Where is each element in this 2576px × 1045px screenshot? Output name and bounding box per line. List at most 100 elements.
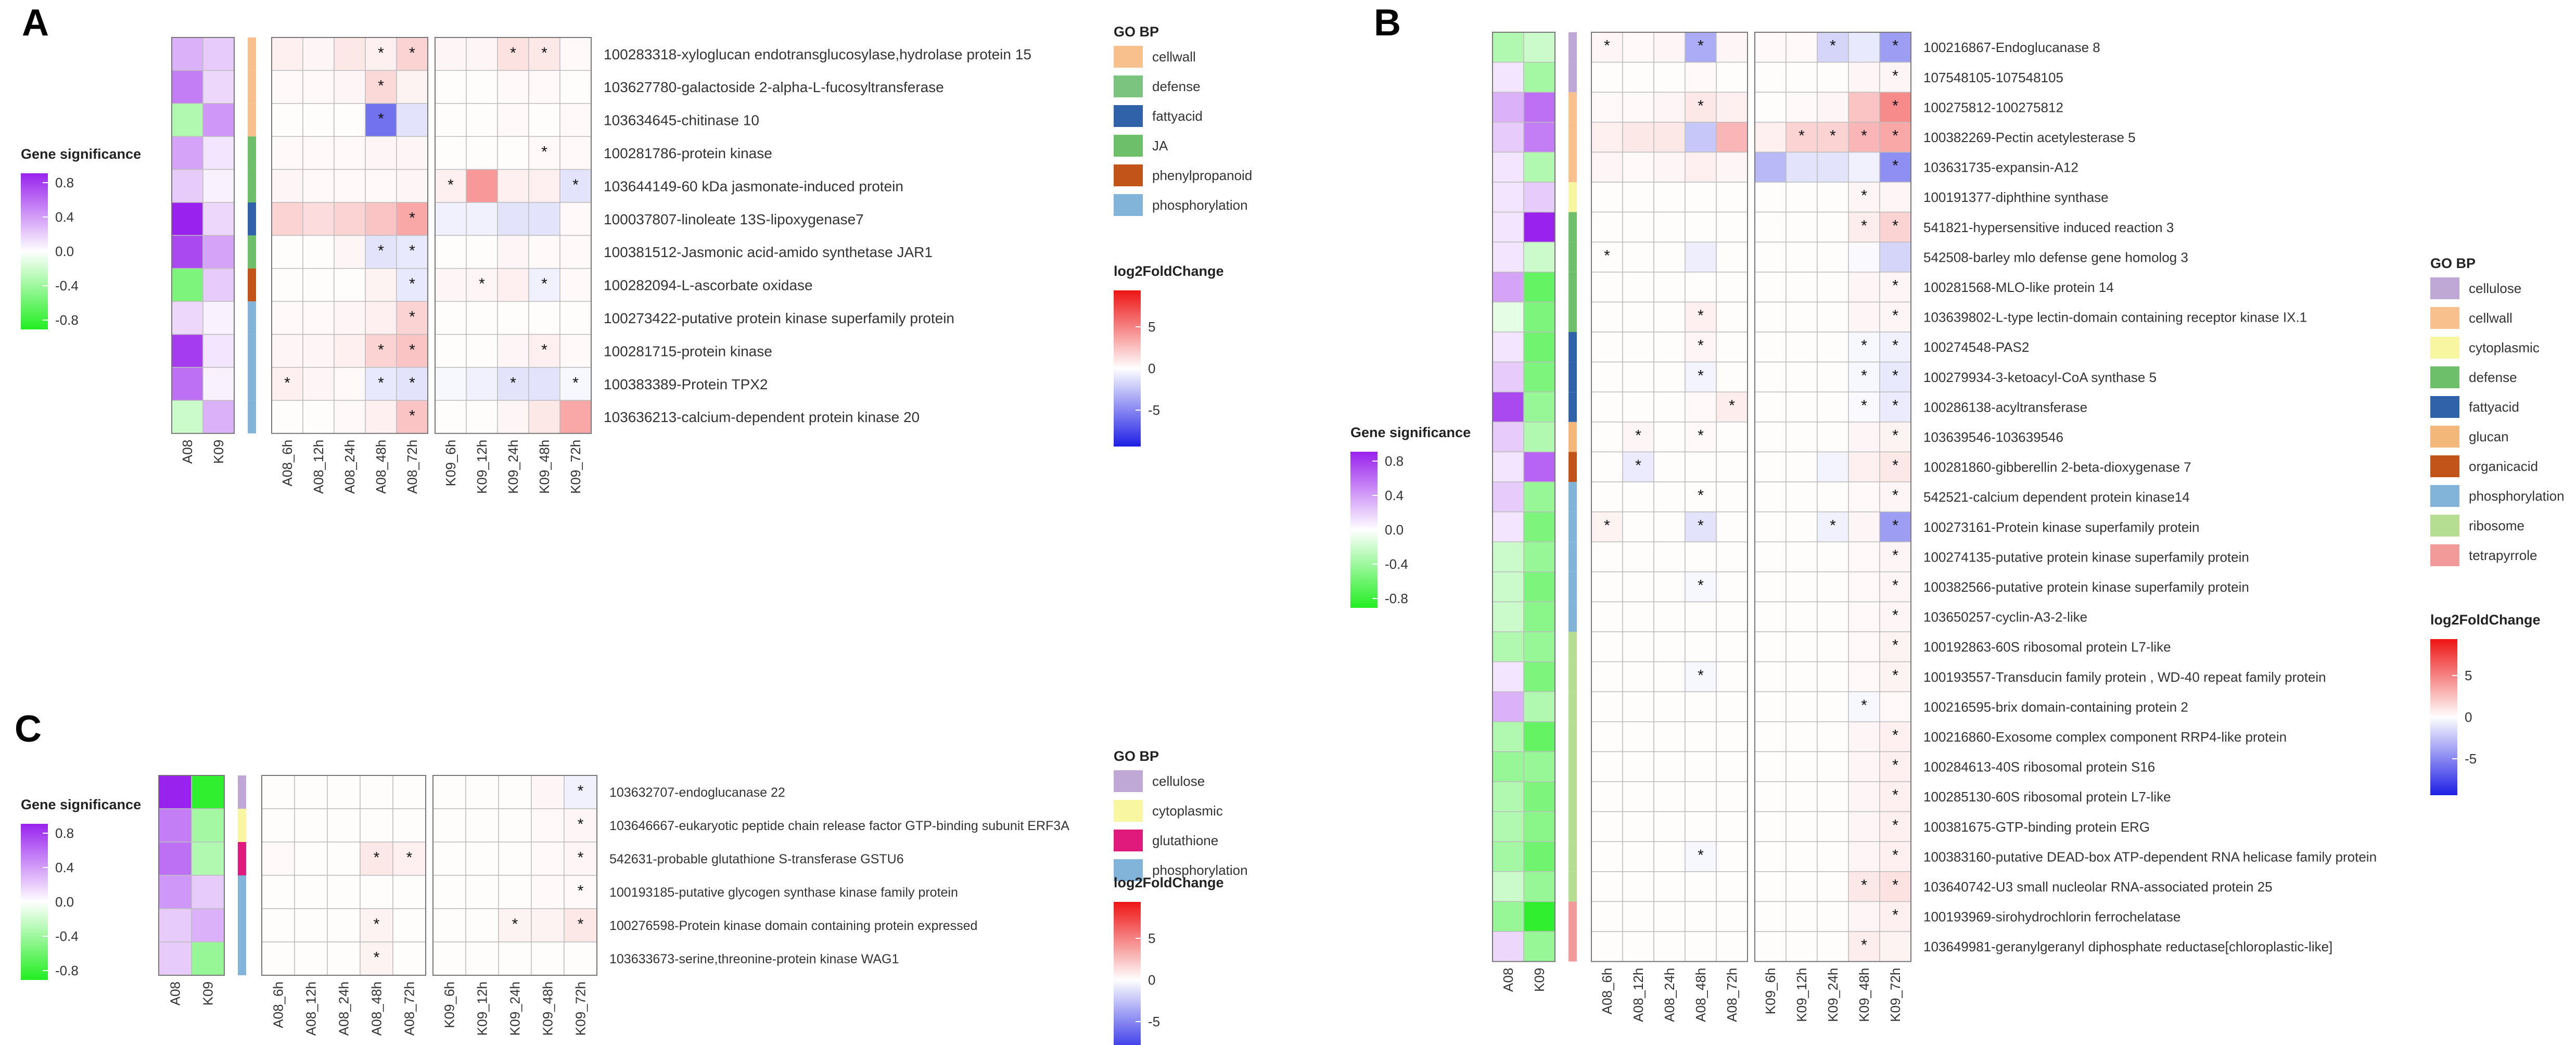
fc-cell	[1591, 781, 1623, 812]
go-legend-swatch	[1114, 859, 1143, 881]
gs-cell	[1492, 721, 1524, 753]
go-strip-cell	[248, 70, 256, 104]
significance-star: *	[1892, 787, 1898, 804]
fc-cell	[365, 301, 397, 335]
fc-cell	[1685, 241, 1717, 273]
gs-tick-label: 0.8	[55, 175, 74, 190]
fc-cell	[466, 169, 498, 203]
fc-cell	[1848, 781, 1880, 812]
column-label: A08_12h	[303, 982, 319, 1036]
fc-cell	[1685, 451, 1717, 482]
go-strip-cell	[1568, 751, 1577, 782]
fc-cell	[271, 37, 303, 71]
fc-cell	[1879, 272, 1911, 303]
fc-cell	[365, 367, 397, 401]
gs-tick-label: 0.4	[55, 860, 74, 875]
fc-cell	[1754, 931, 1787, 962]
fc-cell	[360, 941, 393, 976]
gs-cell	[1492, 32, 1524, 63]
panel-label: B	[1374, 2, 1401, 44]
fc-cell	[559, 235, 592, 269]
fc-cell	[564, 941, 597, 976]
fc-cell	[432, 775, 466, 809]
significance-star: *	[1892, 97, 1898, 114]
fc-cell	[1754, 601, 1787, 632]
row-label: 100281860-gibberellin 2-beta-dioxygenase…	[1923, 460, 2191, 475]
fc-cell	[1622, 182, 1654, 213]
significance-star: *	[1861, 397, 1867, 414]
fc-cell	[1786, 571, 1818, 603]
significance-star: *	[1698, 577, 1704, 594]
fc-cell	[1591, 601, 1623, 632]
fc-cell	[435, 136, 467, 170]
significance-star: *	[1892, 37, 1898, 55]
column-label: K09_48h	[540, 982, 556, 1036]
gs-cell	[1492, 332, 1524, 363]
fc-cell	[465, 875, 499, 909]
fc-cell	[302, 37, 335, 71]
fc-cell	[1653, 391, 1686, 423]
fc-cell	[1716, 61, 1748, 93]
go-legend-label: JA	[1152, 138, 1168, 154]
fc-cell	[498, 808, 532, 843]
fc-cell	[1622, 481, 1654, 513]
fc-cell	[1848, 661, 1880, 692]
fc-cell	[1685, 781, 1717, 812]
significance-star: *	[1698, 427, 1704, 444]
column-label: K09_6h	[443, 440, 458, 487]
row-label: 100037807-linoleate 13S-lipoxygenase7	[604, 211, 864, 227]
go-strip-cell	[248, 301, 256, 335]
fc-cell	[1754, 332, 1787, 363]
fc-cell	[466, 202, 498, 236]
significance-star: *	[578, 849, 584, 866]
fc-cell	[1786, 61, 1818, 93]
column-label: K09_12h	[1794, 968, 1809, 1022]
fc-cell	[1879, 691, 1911, 722]
fc-cell	[1786, 272, 1818, 303]
fc-cell	[466, 235, 498, 269]
fc-cell	[1716, 301, 1748, 333]
fc-cell	[271, 103, 303, 137]
go-strip-cell	[238, 809, 246, 842]
fc-cell	[1817, 781, 1849, 812]
fc-cell	[559, 136, 592, 170]
fc-cell	[396, 235, 428, 269]
fc-cell	[1653, 92, 1686, 123]
fc-cell	[1754, 182, 1787, 213]
significance-star: *	[448, 176, 454, 194]
fc-cell	[1879, 751, 1911, 782]
fc-cell	[1653, 661, 1686, 692]
fc-cell	[1879, 811, 1911, 842]
column-label: K09_72h	[568, 440, 583, 494]
gs-cell	[1523, 481, 1555, 513]
fc-cell	[360, 875, 393, 909]
fc-cell	[334, 37, 366, 71]
go-legend-label: cellulose	[2469, 281, 2521, 296]
gs-cell	[1492, 361, 1524, 392]
fc-cell	[1653, 451, 1686, 482]
gs-cell	[1523, 571, 1555, 603]
significance-star: *	[1729, 397, 1735, 414]
fc-cell	[1653, 481, 1686, 513]
row-label: 100276598-Protein kinase domain containi…	[609, 919, 977, 933]
fc-cell	[1848, 122, 1880, 153]
fc-cell	[1653, 122, 1686, 153]
significance-star: *	[479, 275, 485, 292]
fc-cell	[1591, 661, 1623, 692]
fc-cell	[334, 136, 366, 170]
gs-cell	[1523, 422, 1555, 453]
go-legend-title: GO BP	[1114, 24, 1159, 40]
fc-cell	[1653, 841, 1686, 872]
go-strip-cell	[1568, 811, 1577, 842]
panel-c: C * * * * * * * * * * 103632707-endoglucanase 22 103…	[15, 708, 1248, 1045]
fc-cell	[1716, 781, 1748, 812]
fc-cell	[302, 70, 335, 104]
fc-cell	[1685, 931, 1717, 962]
fc-cell	[528, 103, 560, 137]
fc-cell	[1754, 751, 1787, 782]
fc-cell	[1685, 182, 1717, 213]
column-label: A08	[1500, 968, 1516, 992]
fc-cell	[432, 808, 466, 843]
fc-cell	[1622, 931, 1654, 962]
